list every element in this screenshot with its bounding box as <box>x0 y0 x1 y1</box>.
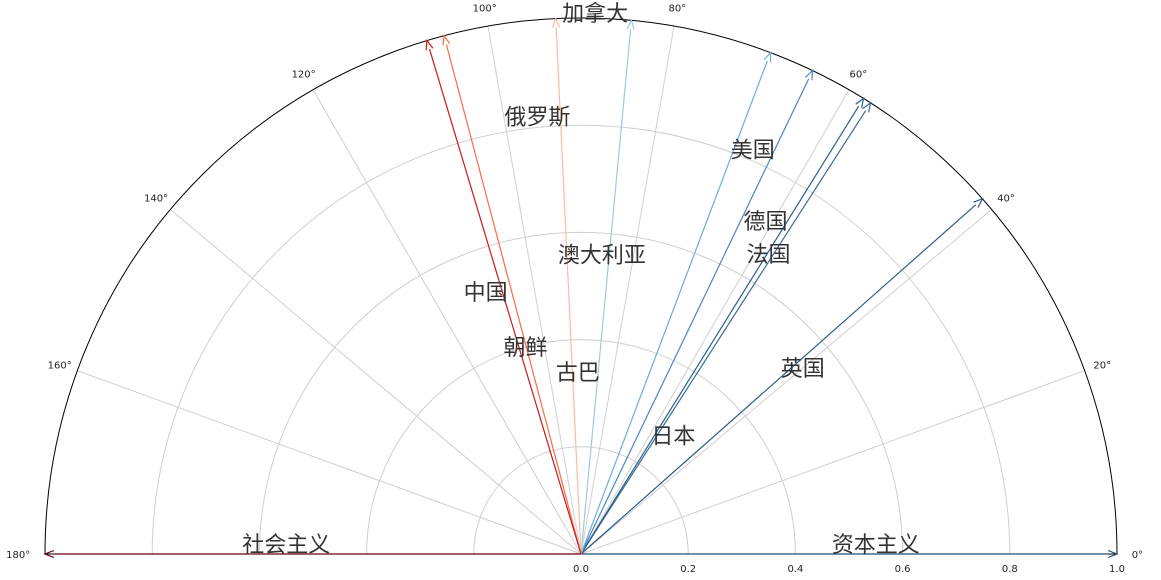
arrow-head <box>763 51 772 63</box>
country-label: 德国 <box>743 210 787 235</box>
country-label: 美国 <box>731 138 775 163</box>
arrow-shaft <box>580 29 632 555</box>
country-label: 英国 <box>781 357 825 382</box>
angle-tick-label: 80° <box>668 4 686 15</box>
arrow-head <box>442 34 451 46</box>
radial-tick-label: 1.0 <box>1109 564 1125 575</box>
arrow-head <box>1107 549 1119 559</box>
angle-tick-label: 160° <box>48 360 72 371</box>
angle-tick-label: 40° <box>997 193 1015 204</box>
arrow-head <box>425 39 434 51</box>
radial-grid-arc <box>366 339 796 555</box>
country-label: 中国 <box>464 281 508 306</box>
arrow-shaft <box>428 49 582 555</box>
arrow-head <box>805 69 814 81</box>
radial-tick-label: 0.0 <box>573 564 589 575</box>
radial-tick-label: 0.2 <box>680 564 696 575</box>
radial-tick-label: 0.6 <box>895 564 911 575</box>
pole-label-right: 资本主义 <box>832 533 920 558</box>
angle-tick-label: 180° <box>6 550 30 561</box>
angular-grid-line <box>312 89 582 555</box>
angle-tick-label: 120° <box>292 70 316 81</box>
country-label: 朝鲜 <box>504 336 548 361</box>
angular-grid-line <box>580 26 675 555</box>
country-label: 古巴 <box>556 361 600 386</box>
pole-label-left: 社会主义 <box>242 533 330 558</box>
angle-tick-label: 20° <box>1093 360 1111 371</box>
arrow-shaft <box>580 110 867 555</box>
angular-grid-line <box>487 26 582 555</box>
arrow-head <box>862 101 872 113</box>
radial-grid-arc <box>473 446 689 555</box>
angular-grid-line <box>580 89 850 555</box>
radial-tick-label: 0.8 <box>1002 564 1018 575</box>
arrow-head <box>855 97 865 109</box>
arrow-head <box>973 197 984 208</box>
arrow-head <box>626 18 635 30</box>
arrow-head <box>552 16 561 28</box>
arrow-shaft <box>580 204 977 555</box>
angular-grid-line <box>77 370 582 555</box>
angle-tick-label: 100° <box>473 4 497 15</box>
outer-arc <box>44 17 1118 555</box>
country-label: 加拿大 <box>562 1 628 27</box>
angle-tick-label: 0° <box>1132 550 1143 561</box>
angle-tick-label: 140° <box>144 193 168 204</box>
arrow-shaft <box>555 27 582 555</box>
angular-grid-line <box>580 370 1085 555</box>
angle-tick-label: 60° <box>850 70 868 81</box>
radial-tick-label: 0.4 <box>787 564 803 575</box>
arrow-shaft <box>580 60 768 555</box>
country-label: 日本 <box>651 425 695 450</box>
arrow-shaft <box>445 44 582 555</box>
country-label: 法国 <box>746 243 790 268</box>
country-label: 俄罗斯 <box>504 106 570 131</box>
radial-grid-arc <box>151 124 1011 555</box>
angular-grid-line <box>170 209 582 555</box>
arrow-head <box>43 549 55 559</box>
arrow-shaft <box>580 105 860 555</box>
angular-grid-line <box>580 209 992 555</box>
country-label: 澳大利亚 <box>558 244 646 269</box>
arrow-shaft <box>580 78 810 555</box>
radial-grid-arc <box>258 231 904 555</box>
